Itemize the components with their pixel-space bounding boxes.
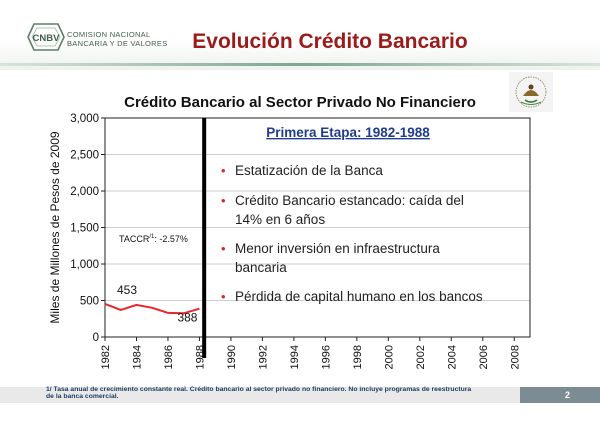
header-divider — [0, 63, 600, 66]
chart-title: Crédito Bancario al Sector Privado No Fi… — [124, 94, 476, 111]
taccr-annotation: TACCR/1: -2.57% — [119, 234, 188, 244]
taccr-superscript: /1 — [149, 234, 155, 240]
x-tick-label: 2006 — [478, 345, 490, 369]
y-axis-label: Miles de Millones de Pesos de 2009 — [48, 131, 62, 323]
bullet-text: Pérdida de capital humano en los bancos — [235, 289, 483, 304]
x-tick-label: 1994 — [289, 345, 301, 369]
x-tick-label: 1984 — [131, 345, 143, 369]
y-tick-label: 1,500 — [70, 223, 99, 235]
logo-text-line2: BANCARIA Y DE VALORES — [67, 39, 168, 48]
x-tick-label: 1982 — [100, 345, 112, 369]
x-tick-label: 2004 — [446, 345, 458, 369]
y-tick-label: 1,000 — [70, 259, 99, 271]
bullet-text-continued: 14% en 6 años — [235, 212, 325, 227]
bullet-icon: • — [221, 289, 226, 304]
footer-bar — [0, 387, 600, 403]
logo-text-line1: COMISION NACIONAL — [67, 30, 151, 39]
y-tick-label: 2,500 — [70, 150, 99, 162]
bullet-text-continued: bancaria — [235, 260, 287, 275]
series-line — [104, 302, 200, 315]
footnote-line1: 1/ Tasa anual de crecimiento constante r… — [46, 386, 472, 393]
footnote: 1/ Tasa anual de crecimiento constante r… — [46, 386, 526, 400]
x-tick-label: 1998 — [352, 345, 364, 369]
y-tick-label: 0 — [93, 332, 99, 344]
x-tick-label: 1986 — [163, 345, 175, 369]
panel-heading: Primera Etapa: 1982-1988 — [266, 125, 430, 140]
x-tick-label: 1996 — [320, 345, 332, 369]
y-tick-label: 3,000 — [70, 113, 99, 125]
page-number-badge: 2 — [520, 387, 600, 403]
bullet-text: Menor inversión en infraestructura — [235, 241, 440, 256]
cnbv-logo: CNBV COMISION NACIONAL BANCARIA Y DE VAL… — [26, 22, 186, 56]
y-tick-label: 500 — [80, 296, 99, 308]
bullet-icon: • — [221, 241, 226, 256]
slide-title: Evolución Crédito Bancario — [192, 30, 468, 53]
y-tick-label: 2,000 — [70, 186, 99, 198]
x-tick-label: 1990 — [226, 345, 238, 369]
data-label-last: 388 — [177, 311, 197, 325]
mexico-seal-icon — [509, 72, 553, 112]
cnbv-emblem-icon: CNBV — [27, 23, 65, 51]
taccr-value: : -2.57% — [154, 234, 188, 244]
x-tick-label: 2008 — [509, 345, 521, 369]
slide-header — [0, 0, 600, 70]
bullet-icon: • — [221, 163, 226, 178]
x-tick-label: 1992 — [257, 345, 269, 369]
bullet-icon: • — [221, 193, 226, 208]
bullet-text: Crédito Bancario estancado: caída del — [235, 193, 464, 208]
taccr-prefix: TACCR — [119, 234, 150, 244]
footnote-line2: de la banca comercial. — [46, 393, 119, 401]
x-tick-label: 2002 — [415, 345, 427, 369]
logo-mark: CNBV — [33, 33, 61, 44]
page-number: 2 — [564, 390, 570, 400]
x-tick-label: 2000 — [383, 345, 395, 369]
data-label-first: 453 — [117, 283, 137, 297]
x-tick-label: 1988 — [194, 345, 206, 369]
bullet-text: Estatización de la Banca — [235, 163, 383, 178]
